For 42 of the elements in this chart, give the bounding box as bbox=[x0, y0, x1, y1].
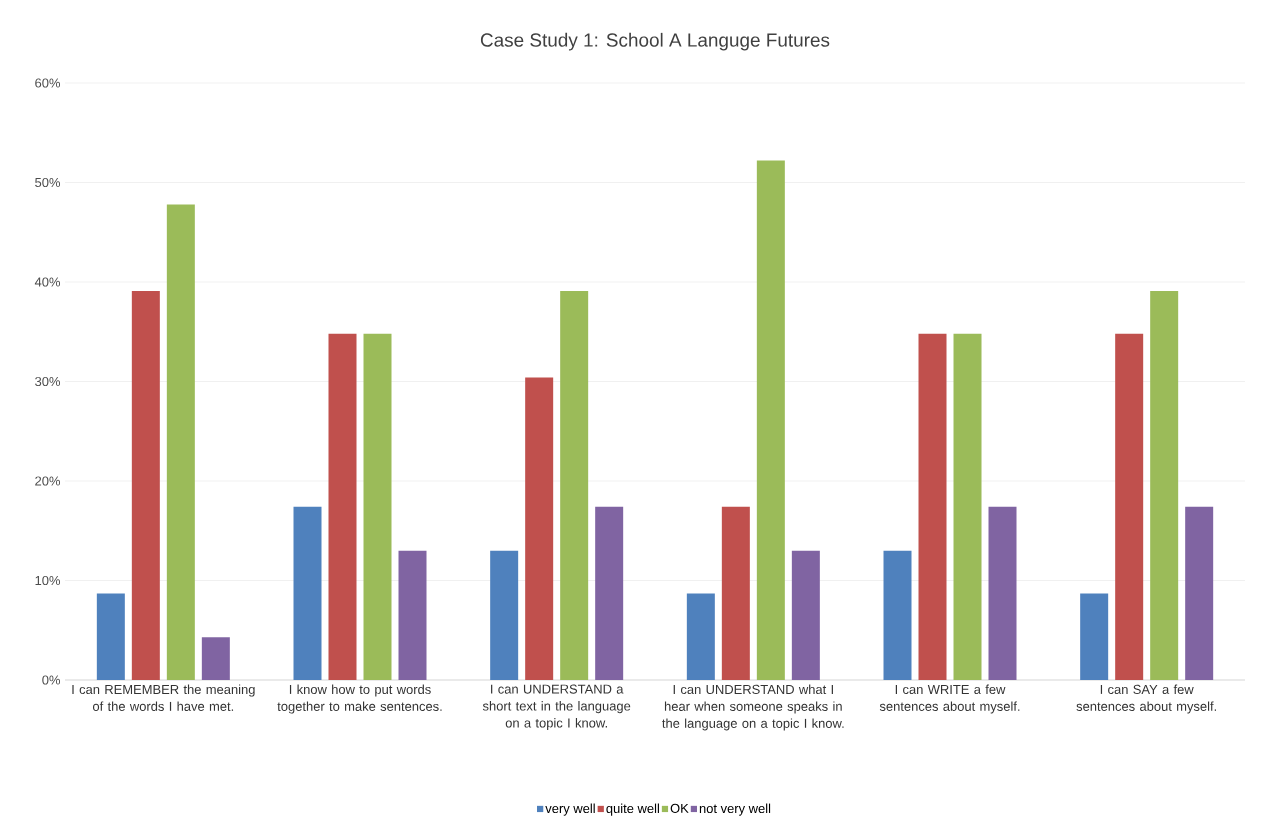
bar bbox=[686, 593, 715, 680]
y-tick-label: 0% bbox=[42, 675, 61, 685]
y-tick-label: 10% bbox=[35, 575, 61, 586]
bar bbox=[166, 204, 195, 680]
legend-label: not very well bbox=[699, 803, 771, 816]
legend-label: OK bbox=[670, 803, 689, 813]
bar bbox=[560, 290, 589, 680]
bar bbox=[96, 593, 125, 680]
x-tick-label: I can UNDERSTAND a short text in the language on a topic I know. bbox=[482, 684, 631, 731]
bar bbox=[328, 333, 357, 680]
bar bbox=[1115, 333, 1144, 680]
bar bbox=[490, 550, 519, 680]
y-tick-label: 50% bbox=[35, 177, 61, 188]
x-tick-label: I know how to put words together to make sentences. bbox=[277, 684, 442, 714]
bar bbox=[595, 506, 624, 680]
x-tick-label: I can UNDERSTAND what I hear when someone speaks in the language on a topic I know. bbox=[662, 684, 844, 731]
legend-label: very well bbox=[545, 803, 595, 816]
bar bbox=[1150, 290, 1179, 680]
y-tick-label: 60% bbox=[35, 78, 61, 88]
x-tick-label: I can SAY a few sentences about myself. bbox=[1076, 684, 1217, 714]
bar bbox=[953, 333, 982, 680]
y-tick-label: 20% bbox=[35, 476, 61, 486]
bar bbox=[721, 506, 750, 680]
x-tick-label: I can WRITE a few sentences about myself. bbox=[879, 684, 1020, 714]
bar bbox=[791, 550, 820, 680]
x-tick-label: I can REMEMBER the meaning of the words I have met. bbox=[72, 684, 255, 711]
bar bbox=[1185, 506, 1214, 680]
y-tick-label: 40% bbox=[34, 277, 61, 287]
bar bbox=[756, 160, 785, 680]
bar bbox=[363, 333, 392, 680]
bar bbox=[525, 377, 554, 680]
legend-label: quite well bbox=[606, 803, 659, 816]
bar bbox=[988, 506, 1017, 680]
bar bbox=[131, 290, 160, 680]
y-tick-label: 30% bbox=[35, 376, 61, 387]
bar bbox=[201, 637, 230, 680]
bar bbox=[883, 550, 912, 680]
bar bbox=[1080, 593, 1109, 680]
chart-title: Case Study 1: School A Languge Futures bbox=[480, 32, 830, 51]
bar bbox=[918, 333, 947, 680]
bar bbox=[398, 550, 427, 680]
bar bbox=[293, 506, 322, 680]
